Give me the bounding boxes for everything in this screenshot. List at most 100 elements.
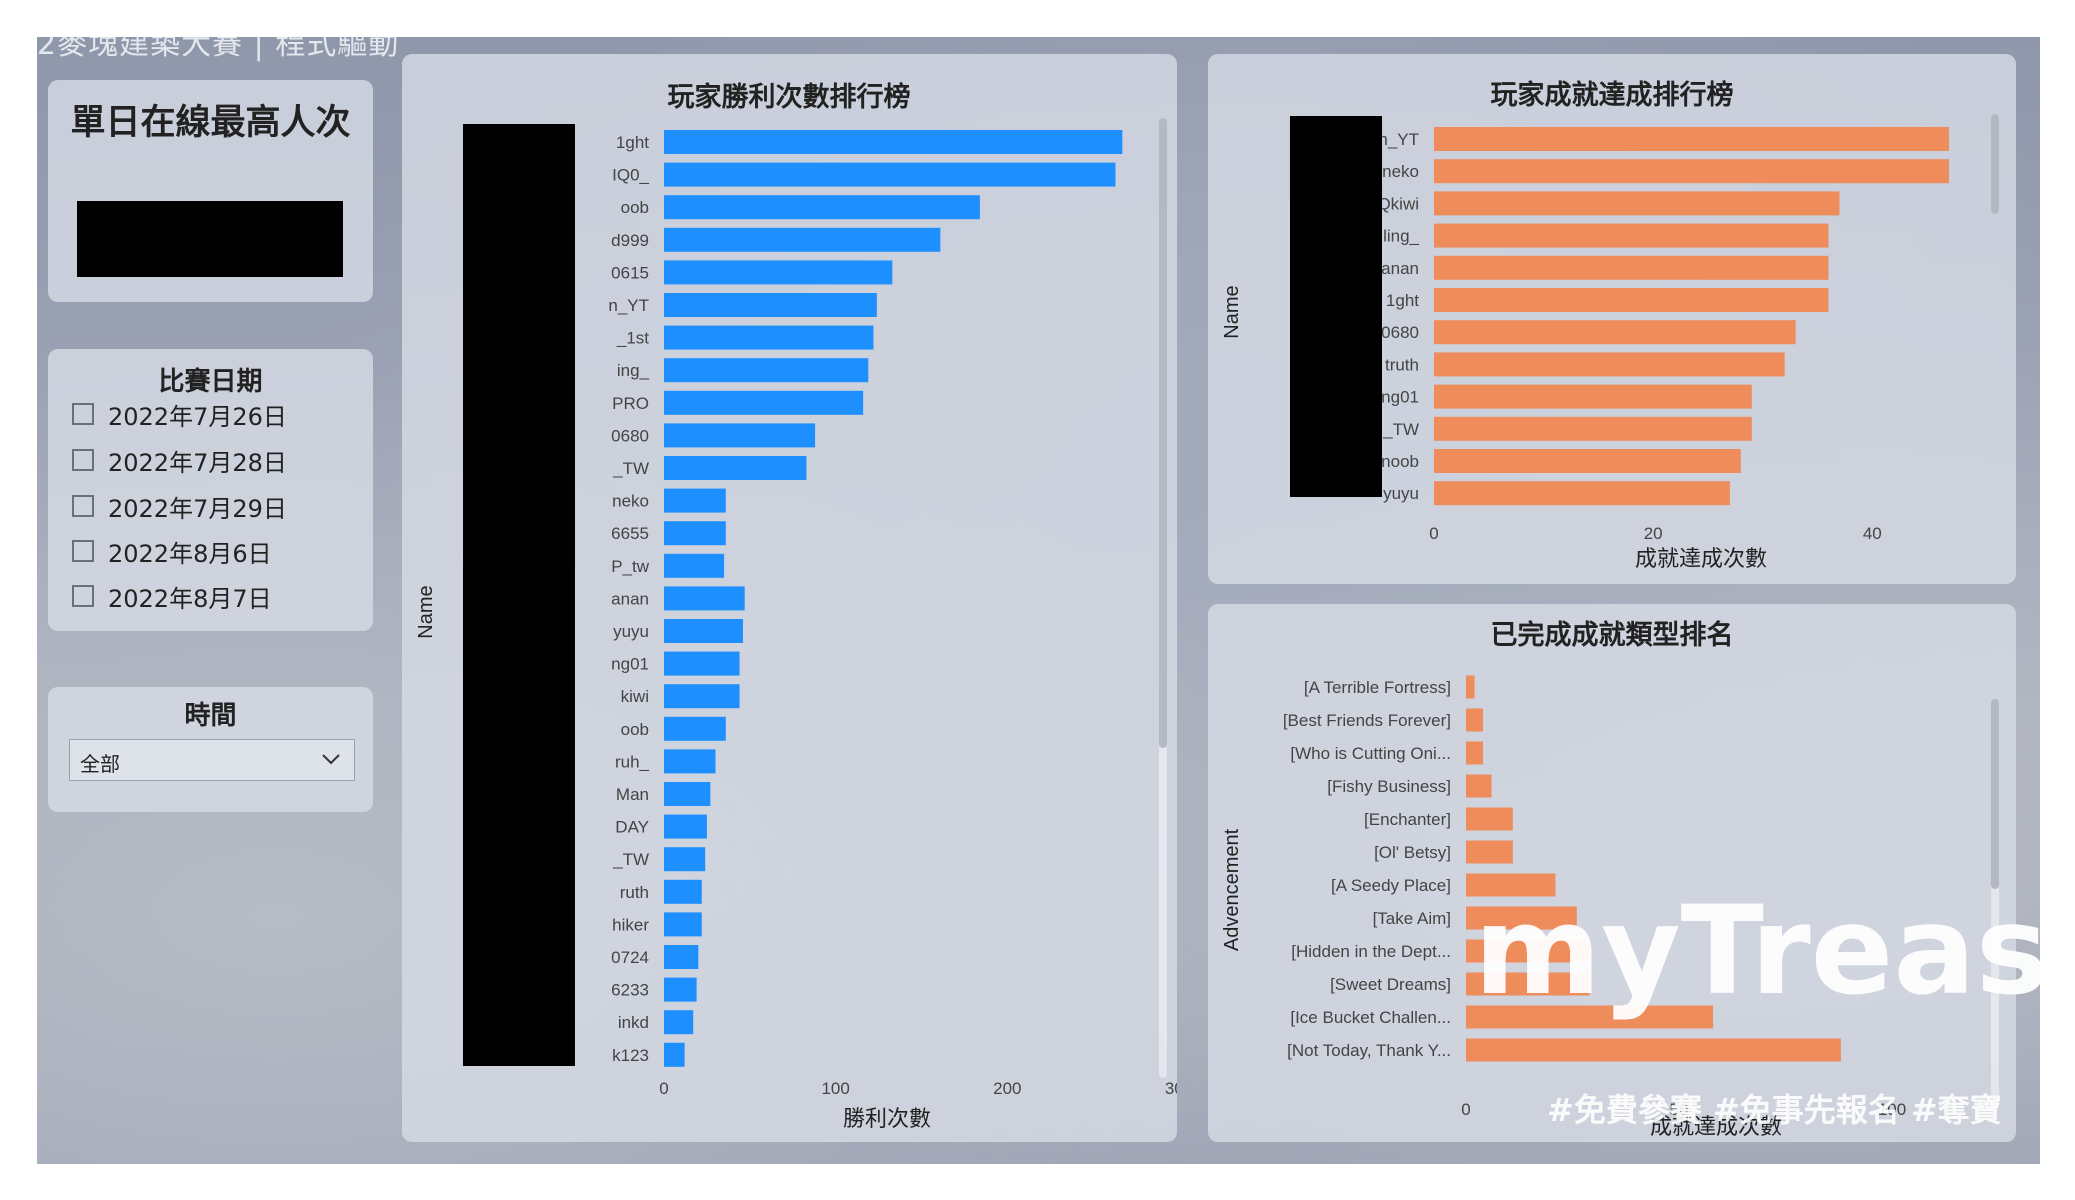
category-label: [A Terrible Fortress] — [1304, 678, 1451, 697]
category-label: ling_ — [1383, 227, 1419, 246]
category-label: _1st — [616, 329, 649, 348]
watermark-brand: myTreasu — [1474, 880, 2040, 1022]
category-label: noob — [1381, 452, 1419, 471]
bar — [664, 325, 874, 350]
bar — [664, 749, 716, 774]
category-label: _TW — [612, 850, 649, 869]
date-option-label: 2022年8月6日 — [108, 539, 272, 568]
checkbox[interactable] — [72, 495, 94, 517]
bar — [664, 227, 941, 252]
bar — [664, 553, 725, 578]
bar — [1434, 288, 1829, 312]
bar — [1434, 352, 1785, 377]
bar — [664, 716, 726, 741]
bar — [1434, 416, 1752, 441]
scrollbar-thumb — [1991, 699, 1999, 889]
bar — [1434, 127, 1949, 151]
watermark-hashtags: #免費參賽 #免事先報名 #奪寶 — [1547, 1091, 2002, 1129]
bar — [1466, 873, 1556, 897]
bar — [1466, 972, 1590, 996]
category-label: inkd — [618, 1013, 649, 1032]
y-axis-label: Advencement — [1221, 828, 1243, 951]
category-label: Man — [616, 785, 649, 804]
scrollbar-thumb — [1991, 114, 1999, 214]
category-label: yuyu — [1383, 484, 1419, 503]
category-label: _TW — [1382, 420, 1419, 439]
checkbox[interactable] — [72, 585, 94, 607]
advancements-chart-card: 已完成成就類型排名 Advencement 成就達成次數 0 50 100 [A Terri… — [1208, 604, 2016, 1142]
x-tick-label: 100 — [821, 1079, 849, 1098]
bar — [664, 651, 740, 676]
scrollbar-thumb — [1159, 118, 1167, 748]
y-axis-label: Name — [415, 585, 437, 638]
x-tick-label: 0 — [1429, 524, 1438, 543]
date-option-3[interactable]: 2022年7月29日 — [72, 489, 287, 523]
time-dropdown[interactable]: 全部 — [69, 739, 355, 781]
bar — [664, 879, 702, 904]
date-filter-card: 比賽日期 2022年7月26日 2022年7月28日 2022年7月29日 20… — [48, 349, 373, 631]
category-label: Qkiwi — [1377, 194, 1419, 213]
bar — [1466, 939, 1590, 963]
x-axis-label: 成就達成次數 — [1650, 1114, 1782, 1139]
chevron-down-icon[interactable] — [320, 748, 342, 770]
bar — [1434, 191, 1840, 216]
date-option-4[interactable]: 2022年8月6日 — [72, 534, 272, 568]
y-axis-label: Name — [1221, 285, 1243, 338]
x-tick-label: 20 — [1644, 524, 1663, 543]
category-label: anan — [1381, 259, 1419, 278]
date-option-2[interactable]: 2022年7月28日 — [72, 443, 287, 477]
chart-title: 玩家勝利次數排行榜 — [668, 81, 911, 112]
time-filter-card: 時間 全部 — [48, 687, 373, 812]
bar — [664, 619, 743, 643]
bar — [664, 423, 816, 448]
category-label: [Sweet Dreams] — [1330, 975, 1451, 994]
category-label: ruth — [620, 883, 649, 902]
achievements-chart-card: 玩家成就達成排行榜 Name 成就達成次數 0 20 40 n_YT neko Qkiwi lin… — [1208, 54, 2016, 584]
date-option-5[interactable]: 2022年8月7日 — [72, 579, 272, 613]
bar — [1466, 774, 1492, 798]
checkbox[interactable] — [72, 403, 94, 425]
checkbox[interactable] — [72, 540, 94, 562]
category-label: neko — [1382, 162, 1419, 181]
x-tick-label: 0 — [659, 1079, 668, 1098]
x-axis-label: 勝利次數 — [843, 1106, 931, 1131]
time-filter-title: 時間 — [184, 701, 237, 731]
category-label: ing_ — [617, 361, 650, 380]
category-label: 0680 — [1381, 323, 1419, 342]
bar — [1466, 807, 1513, 831]
bar — [1434, 223, 1829, 248]
report-header-title: 2麥塊建築大賽 | 程式驅動 — [37, 37, 400, 62]
bar — [664, 782, 711, 806]
bar — [664, 814, 707, 839]
bar — [664, 456, 807, 480]
category-label: truth — [1385, 355, 1419, 374]
date-filter-title: 比賽日期 — [158, 367, 263, 397]
category-label: [Hidden in the Dept... — [1291, 942, 1451, 961]
checkbox[interactable] — [72, 449, 94, 471]
bar — [664, 912, 702, 937]
category-label: [Enchanter] — [1364, 810, 1451, 829]
category-label: 6233 — [611, 981, 649, 1000]
date-option-1[interactable]: 2022年7月26日 — [72, 397, 287, 431]
name-redaction-block — [1290, 116, 1382, 497]
x-tick-label: 100 — [1878, 1100, 1906, 1119]
category-label: 0615 — [611, 263, 649, 282]
bar — [1434, 159, 1949, 184]
bar — [664, 847, 706, 872]
bar — [1466, 906, 1577, 930]
bar — [1466, 840, 1513, 864]
bar — [1466, 1005, 1714, 1029]
category-label: ng01 — [1381, 388, 1419, 407]
category-label: anan — [611, 589, 649, 608]
x-tick-label: 0 — [1461, 1100, 1470, 1119]
time-dropdown-value: 全部 — [80, 752, 120, 776]
wins-chart-card: 玩家勝利次數排行榜 Name 勝利次數 0 100 200 300 1ght IQ0_oob d9… — [402, 54, 1177, 1142]
category-label: [Ice Bucket Challen... — [1290, 1008, 1451, 1027]
category-label: [A Seedy Place] — [1331, 876, 1451, 895]
bar — [1466, 741, 1484, 765]
category-label: d999 — [611, 231, 649, 250]
x-tick-label: 50 — [1670, 1100, 1689, 1119]
category-label: [Take Aim] — [1373, 909, 1451, 928]
peak-online-card: 單日在線最高人次 — [48, 80, 373, 302]
category-label: ruh_ — [615, 752, 650, 771]
